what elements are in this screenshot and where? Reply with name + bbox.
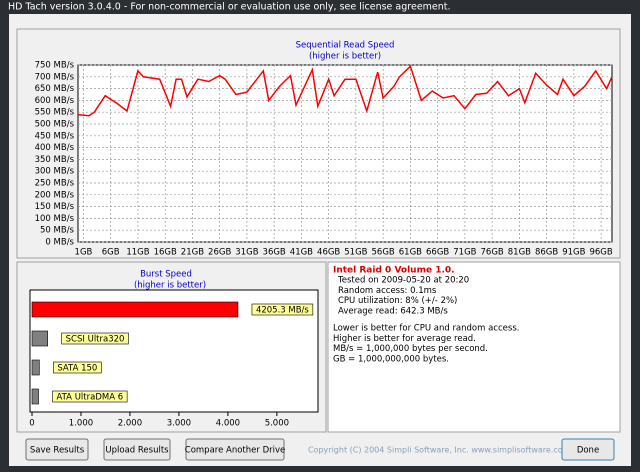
bar [31,359,40,376]
button-label[interactable]: Upload Results [105,446,169,456]
button-label[interactable]: Save Results [30,446,85,456]
x-tick-label: 91GB [562,248,585,258]
label-box [53,361,102,374]
button[interactable] [185,438,285,461]
x-tick-label: 41GB [290,248,313,258]
y-tick-label: 150 MB/s [35,202,75,212]
burst-subtitle: (higher is better) [134,281,206,291]
y-tick-label: 250 MB/s [35,179,75,189]
info-note: Lower is better for CPU and random acces… [333,324,519,334]
bar [31,330,48,347]
info-line: Average read: 642.3 MB/s [338,306,448,316]
x-tick-label: 96GB [589,248,612,258]
window-title: HD Tach version 3.0.4.0 - For non-commer… [8,2,451,13]
bar-label: ATA UltraDMA 6 [57,393,124,403]
label-box [61,332,129,345]
bar [31,388,39,405]
bar [31,301,239,318]
y-tick-label: 350 MB/s [35,155,75,165]
y-tick-label: 700 MB/s [35,72,75,82]
y-tick-label: 400 MB/s [35,143,75,153]
y-tick-label: 500 MB/s [35,120,75,130]
info-heading: Intel Raid 0 Volume 1.0. [333,266,455,276]
x-tick-label: 1GB [75,248,93,258]
x-tick-label: 16GB [154,248,177,258]
y-tick-label: 200 MB/s [35,190,75,200]
bar-label: 4205.3 MB/s [256,306,309,316]
x-tick-label: 46GB [317,248,340,258]
y-tick-label: 600 MB/s [35,96,75,106]
y-tick-label: 50 MB/s [40,226,75,236]
x-tick-label: 21GB [181,248,204,258]
info-note: GB = 1,000,000,000 bytes. [333,354,449,364]
x-tick-label: 2.000 [118,419,142,429]
label-box [52,390,128,403]
x-tick-label: 71GB [453,248,476,258]
button-label[interactable]: Compare Another Drive [185,446,285,456]
y-tick-label: 650 MB/s [35,84,75,94]
info-line: Random access: 0.1ms [338,286,437,296]
x-tick-label: 66GB [426,248,449,258]
y-tick-label: 450 MB/s [35,131,75,141]
button[interactable] [561,438,615,461]
label-box [251,303,314,316]
read-line [77,64,613,117]
read-subtitle: (higher is better) [309,52,381,62]
burst-title: Burst Speed [140,270,192,280]
button-label[interactable]: Done [577,446,599,456]
info-panel [327,261,621,433]
x-tick-label: 5.000 [265,419,289,429]
x-tick-label: 51GB [344,248,367,258]
bar-label: SCSI Ultra320 [66,335,125,345]
x-tick-label: 4.000 [216,419,240,429]
x-tick-label: 86GB [535,248,558,258]
x-tick-label: 81GB [508,248,531,258]
copyright: Copyright (C) 2004 Simpli Software, Inc.… [308,446,571,455]
y-tick-label: 300 MB/s [35,167,75,177]
read-plot [77,64,613,243]
info-line: CPU utilization: 8% (+/- 2%) [338,296,457,306]
button[interactable] [103,438,171,461]
y-tick-label: 0 MB/s [45,238,74,248]
button[interactable] [25,438,89,461]
info-line: Tested on 2009-05-20 at 20:20 [337,276,469,286]
bar-label: SATA 150 [57,364,97,374]
info-note: MB/s = 1,000,000 bytes per second. [333,344,488,354]
read-title: Sequential Read Speed [296,41,395,51]
y-tick-label: 550 MB/s [35,108,75,118]
x-tick-label: 31GB [235,248,258,258]
x-tick-label: 3.000 [167,419,191,429]
x-tick-label: 6GB [102,248,120,258]
x-tick-label: 76GB [481,248,504,258]
x-tick-label: 61GB [399,248,422,258]
x-tick-label: 11GB [126,248,149,258]
x-tick-label: 56GB [372,248,395,258]
x-tick-label: 36GB [263,248,286,258]
x-tick-label: 1.000 [69,419,93,429]
info-note: Higher is better for average read. [333,334,476,344]
x-tick-label: 26GB [208,248,231,258]
y-tick-label: 100 MB/s [35,214,75,224]
x-tick-label: 0 [29,419,34,429]
y-tick-label: 750 MB/s [35,61,75,71]
